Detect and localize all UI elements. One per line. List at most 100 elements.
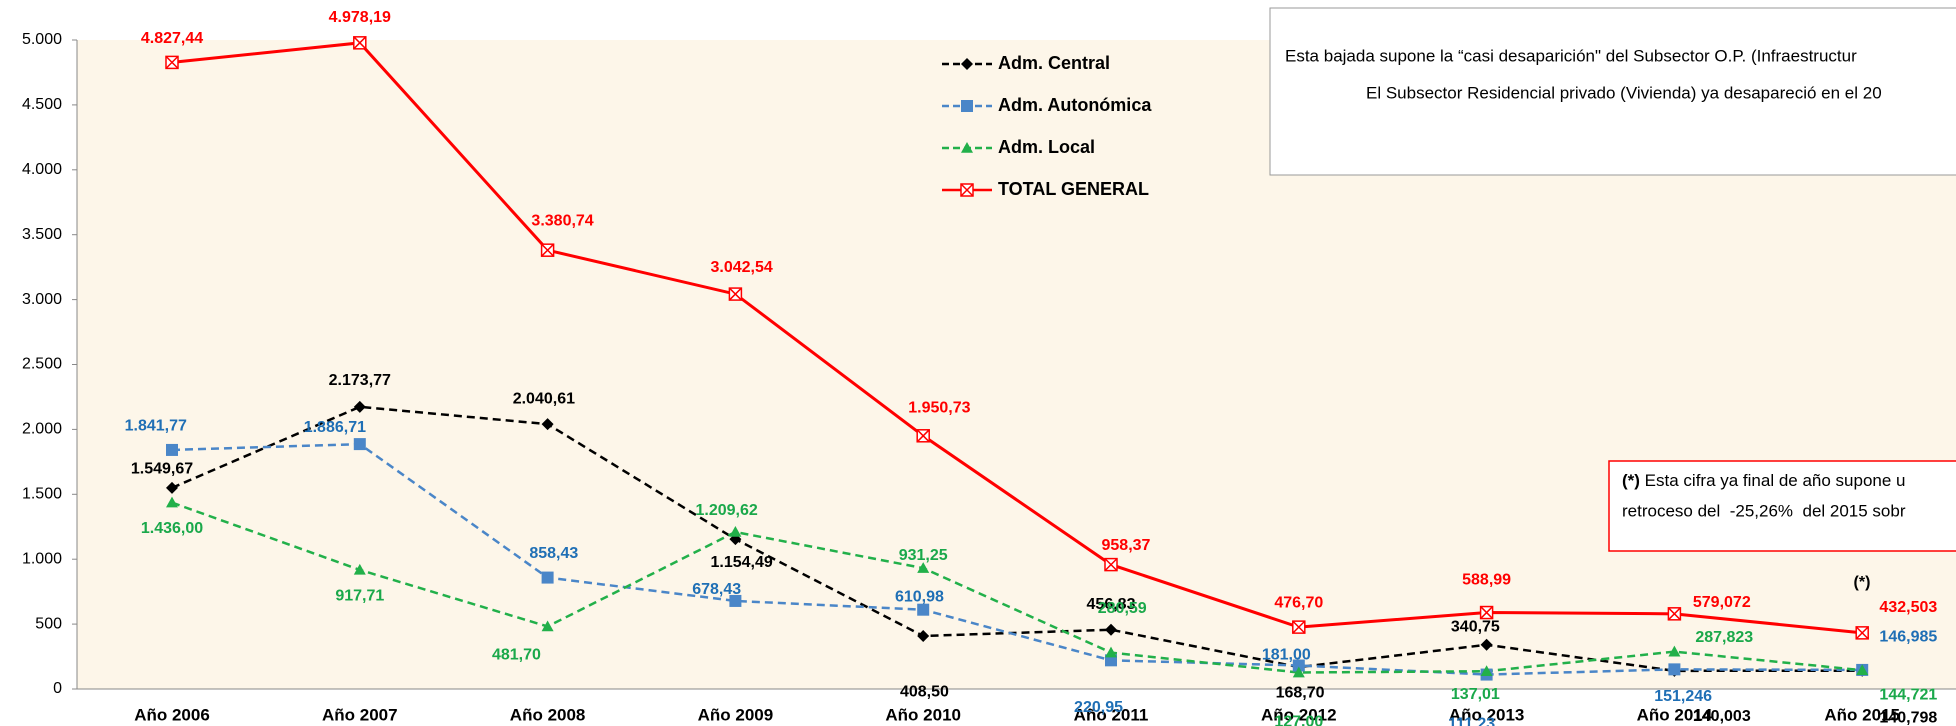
point [1292,620,1306,634]
x-tick-label: Año 2010 [885,705,961,724]
point [1855,626,1869,640]
value-label: 931,25 [899,547,948,564]
point [166,481,178,494]
legend-marker [960,183,974,197]
point [1668,645,1681,657]
value-label: 432,503 [1879,599,1937,616]
point [1667,607,1682,621]
point [165,55,179,70]
marker-cross [353,36,367,50]
point [1104,557,1118,572]
note: Esta bajada supone la “casi desaparición… [1285,46,1857,65]
point [541,418,554,431]
footnote-line: Esta cifra ya final de año supone u [1640,471,1906,490]
value-label: 127,00 [1274,714,1323,726]
point [1105,646,1117,658]
marker-cross [1104,558,1118,572]
point [1480,638,1493,651]
footnote: (*) Esta cifra ya final de año supone u [1622,471,1906,490]
point [917,603,930,616]
legend-label: Adm. Central [998,53,1110,73]
x-tick-label: Año 2011 [1074,705,1149,724]
legend-label: TOTAL GENERAL [998,179,1149,199]
value-label: 280,59 [1098,600,1147,617]
marker-cross [916,429,930,443]
point [1105,623,1117,636]
value-label: 111,23 [1448,716,1495,726]
point [166,496,178,508]
point-note: (*) [1854,574,1871,591]
point [541,620,554,632]
legend-marker [961,58,973,70]
value-label: 1.549,67 [131,460,193,477]
legend-marker [961,100,973,112]
point [1292,666,1305,678]
series-line [171,442,1863,676]
point [917,562,930,573]
y-tick-label: 1.500 [22,486,62,503]
series-line [171,41,1863,635]
legend-label: Adm. Autonómica [998,95,1152,115]
y-tick-label: 2.000 [22,421,62,438]
value-label: 340,75 [1451,619,1500,636]
point [729,594,742,607]
value-label: 476,70 [1274,595,1323,612]
x-tick-label: Año 2015 [1824,705,1900,724]
series-line [171,405,1863,673]
y-tick-label: 1.000 [22,550,62,567]
value-label: 456,83 [1087,596,1136,613]
y-tick-label: 4.500 [22,96,62,113]
value-label: 220,95 [1074,699,1123,716]
marker-cross [1480,606,1494,620]
value-label: 917,71 [335,587,384,604]
point [353,400,366,413]
series-line [171,501,1863,674]
value-label: 168,70 [1276,685,1325,702]
point [166,443,178,456]
point [1292,659,1305,672]
value-label: 151,246 [1654,688,1712,705]
value-label: 408,50 [900,683,949,700]
point [1480,665,1493,677]
value-label: 3.042,54 [710,259,772,276]
marker-cross [1855,626,1869,640]
x-tick-label: Año 2007 [322,705,398,724]
value-label: 579,072 [1693,594,1751,611]
legend-label: Adm. Local [998,137,1095,157]
y-tick-label: 3.500 [22,226,62,243]
value-label: 1.436,00 [141,520,203,537]
x-tick-label: Año 2009 [698,705,774,724]
marker-cross [1667,607,1681,621]
point [1856,664,1869,676]
value-label: 146,985 [1879,629,1937,646]
value-label: 1.950,73 [908,400,970,417]
value-label: 1.841,77 [125,417,187,434]
value-label: 3.380,74 [531,213,593,230]
value-label: 588,99 [1462,571,1511,588]
x-tick-label: Año 2008 [510,705,586,724]
point [917,629,930,642]
value-label: 140,003 [1693,708,1751,725]
point [353,563,366,575]
value-label: 2.040,61 [513,390,575,407]
x-tick-label: Año 2006 [134,705,210,724]
marker-cross [165,55,179,69]
x-tick-label: Año 2012 [1261,705,1337,724]
value-label: 610,98 [895,588,944,605]
value-label: 181,00 [1262,647,1311,664]
marker-cross [1292,620,1306,634]
point [353,36,367,50]
footnote-marker: (*) [1622,471,1640,490]
footnote-line: retroceso del -25,26% del 2015 sobr [1622,501,1906,520]
point [916,429,930,443]
marker-cross [541,243,555,257]
point [353,438,366,451]
point [540,243,555,257]
note: El Subsector Residencial privado (Vivien… [1366,83,1882,102]
y-tick-label: 0 [53,680,62,697]
y-tick-label: 3.000 [22,291,62,308]
value-label: 140,798 [1879,709,1937,726]
point [729,525,742,537]
